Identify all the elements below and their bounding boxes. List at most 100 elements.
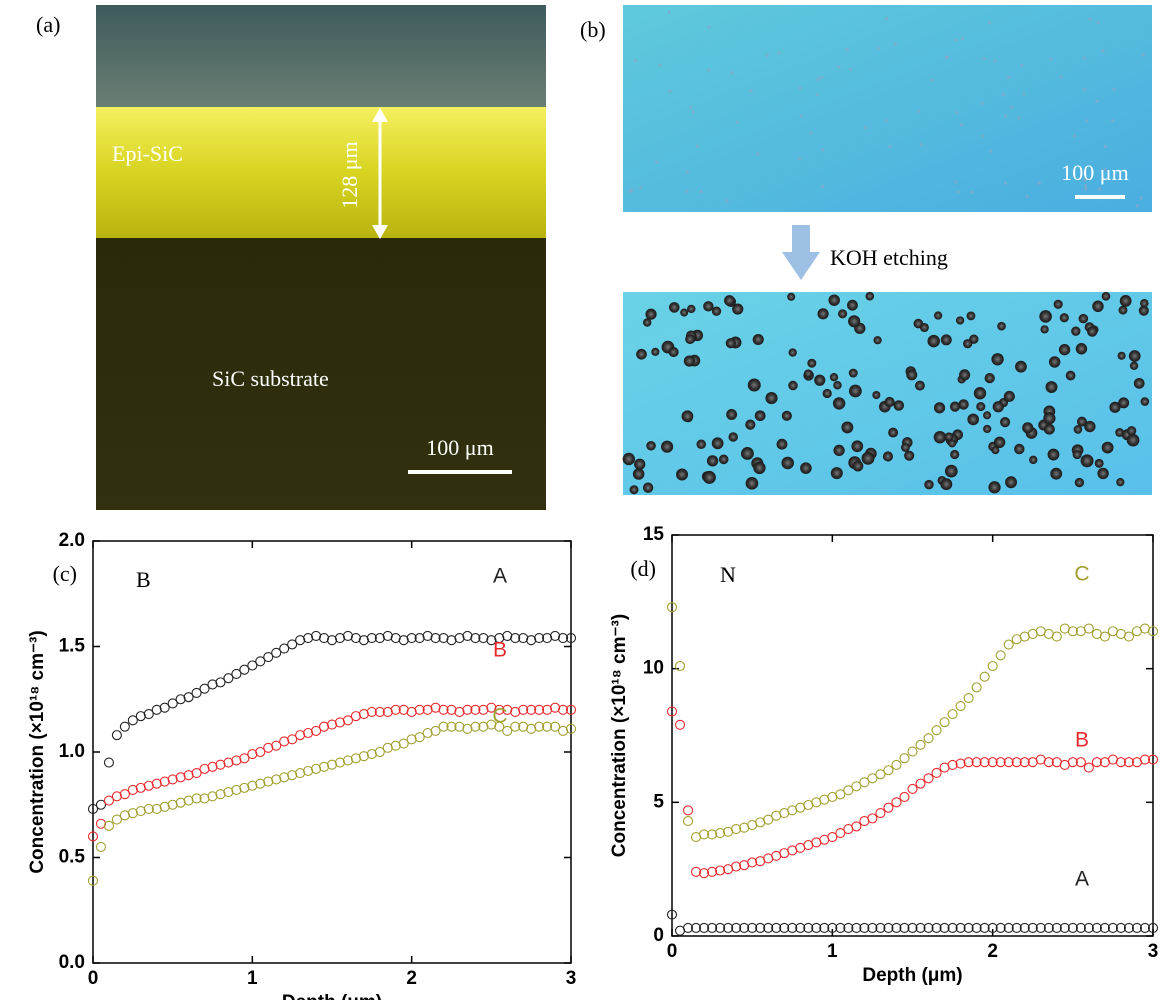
etch-pit xyxy=(1000,417,1010,427)
surface-bump xyxy=(798,157,801,160)
etch-pit xyxy=(831,467,843,479)
surface-bump xyxy=(864,126,867,129)
surface-bump xyxy=(639,186,642,189)
panel-label: (a) xyxy=(36,12,60,37)
surface-bump xyxy=(821,148,824,151)
surface-bump xyxy=(1095,100,1098,103)
etch-pit xyxy=(753,462,765,474)
etch-pit xyxy=(1039,310,1052,323)
surface-bump xyxy=(668,90,671,93)
etch-pit xyxy=(1015,361,1027,373)
surface-bump xyxy=(1060,75,1063,78)
x-tick-label: 1 xyxy=(247,968,258,989)
surface-bump xyxy=(1101,49,1104,52)
surface-bump xyxy=(1104,145,1107,148)
surface-bump xyxy=(1112,88,1115,91)
surface-bump xyxy=(817,78,820,81)
etch-pit xyxy=(1050,468,1062,480)
surface-bump xyxy=(655,160,658,163)
etch-pit xyxy=(950,402,960,412)
surface-bump xyxy=(894,43,897,46)
scale-bar xyxy=(1075,195,1125,199)
image-after xyxy=(623,292,1152,495)
etch-pit xyxy=(853,461,864,472)
etch-pit xyxy=(719,455,729,465)
y-tick-label: 2.0 xyxy=(59,530,85,551)
etch-pit xyxy=(1109,402,1120,413)
etch-pit xyxy=(1029,456,1037,464)
figure: (a) Epi-SiC 128 μm SiC substrate 100 μm … xyxy=(0,0,1162,1000)
x-axis-label: Depth (μm) xyxy=(862,965,962,986)
surface-bump xyxy=(1020,64,1023,67)
data-point xyxy=(972,683,981,692)
data-point xyxy=(96,842,105,851)
surface-bump xyxy=(993,59,996,62)
etch-pit xyxy=(983,411,991,419)
data-point xyxy=(884,803,893,812)
etch-pit xyxy=(1075,478,1084,487)
panel-label: (d) xyxy=(630,556,656,581)
etch-pit xyxy=(997,322,1006,331)
etch-pit xyxy=(729,432,738,441)
surface-bump xyxy=(954,180,957,183)
etch-pit xyxy=(934,402,945,413)
data-point xyxy=(924,734,933,743)
etch-pit xyxy=(920,323,929,332)
etch-pit xyxy=(945,432,954,441)
surface-bump xyxy=(971,191,974,194)
data-point xyxy=(684,806,693,815)
surface-bump xyxy=(736,120,739,123)
surface-bump xyxy=(946,56,949,59)
layer-label: Epi-SiC xyxy=(112,141,183,166)
etch-pit xyxy=(669,347,679,357)
etch-pit xyxy=(959,369,970,380)
data-point xyxy=(1084,763,1093,772)
surface-bump xyxy=(799,87,802,90)
data-point xyxy=(1124,632,1133,641)
surface-bump xyxy=(885,17,888,20)
series-label: A xyxy=(1075,868,1089,891)
surface-bump xyxy=(1098,188,1101,191)
plot-frame xyxy=(93,541,571,963)
x-tick-label: 1 xyxy=(827,941,838,962)
surface-bump xyxy=(820,76,823,79)
y-tick-label: 5 xyxy=(653,791,664,812)
etch-pit xyxy=(745,420,755,430)
etch-pit xyxy=(888,428,898,438)
image-epi xyxy=(96,107,546,238)
plots: 0.00.51.01.52.00123Depth (μm)Concentrati… xyxy=(27,524,1158,1000)
etch-pit xyxy=(934,431,946,443)
surface-bump xyxy=(1038,182,1041,185)
etch-pit xyxy=(814,375,825,386)
x-tick-label: 3 xyxy=(1148,941,1159,962)
etch-pit xyxy=(817,308,828,319)
etch-pit xyxy=(1130,362,1138,370)
substrate-label: SiC substrate xyxy=(212,366,329,391)
etch-pit xyxy=(748,379,761,392)
etch-pit xyxy=(872,391,880,399)
etch-pit xyxy=(847,300,858,311)
surface-bump xyxy=(956,190,959,193)
y-tick-label: 10 xyxy=(643,658,664,679)
surface-bump xyxy=(989,150,992,153)
surface-bump xyxy=(1097,21,1100,24)
data-point xyxy=(996,651,1005,660)
surface-bump xyxy=(981,134,984,137)
series-label: C xyxy=(492,705,507,728)
data-point xyxy=(112,731,121,740)
data-point xyxy=(988,661,997,670)
data-point xyxy=(900,792,909,801)
etch-pit xyxy=(849,369,858,378)
series-label: B xyxy=(493,639,507,662)
surface-bump xyxy=(707,68,710,71)
scale-label: 100 μm xyxy=(1061,160,1128,185)
etch-pit xyxy=(1140,299,1149,308)
data-point xyxy=(916,779,925,788)
etch-pit xyxy=(755,410,766,421)
series-label: A xyxy=(493,565,507,588)
surface-bump xyxy=(1022,92,1025,95)
etch-pit xyxy=(1119,306,1128,315)
surface-bump xyxy=(988,21,991,24)
etch-pit xyxy=(741,447,754,460)
scale-label: 100 μm xyxy=(426,435,493,460)
